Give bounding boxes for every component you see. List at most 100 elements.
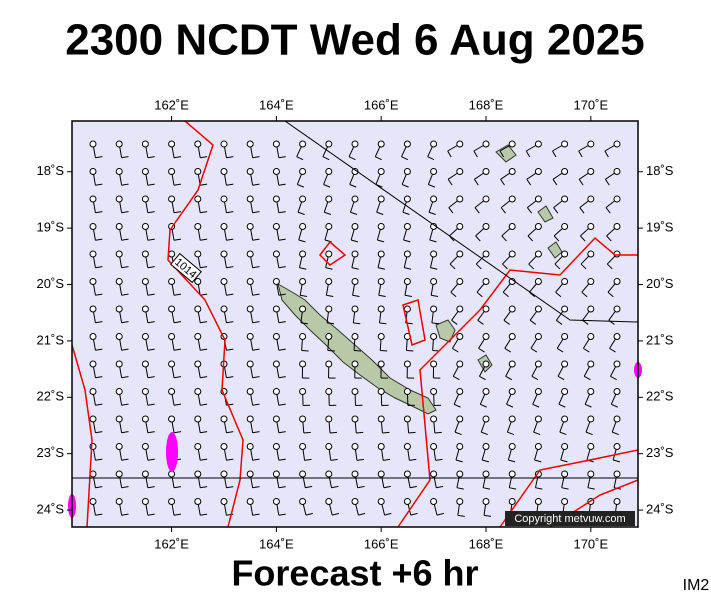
barb-station xyxy=(326,306,332,312)
barb-station xyxy=(169,306,175,312)
barb-station xyxy=(142,141,148,147)
barb-station xyxy=(142,279,148,285)
barb-station xyxy=(221,416,227,422)
barb-station xyxy=(614,444,620,450)
barb-station xyxy=(404,361,410,367)
barb-station xyxy=(273,334,279,340)
image-id: IM2 xyxy=(683,577,710,594)
barb-station xyxy=(326,389,332,395)
barb-station xyxy=(273,416,279,422)
barb-station xyxy=(457,141,463,147)
barb-station xyxy=(404,251,410,257)
barb-station xyxy=(90,389,96,395)
barb-station xyxy=(352,306,358,312)
barb-station xyxy=(116,196,122,202)
barb-station xyxy=(457,279,463,285)
barb-station xyxy=(378,499,384,505)
barb-station xyxy=(116,141,122,147)
barb-station xyxy=(273,306,279,312)
barb-station xyxy=(300,141,306,147)
barb-station xyxy=(509,169,515,175)
barb-station xyxy=(509,224,515,230)
barb-station xyxy=(247,416,253,422)
barb-station xyxy=(195,361,201,367)
barb-station xyxy=(588,169,594,175)
barb-station xyxy=(509,499,515,505)
barb-station xyxy=(326,279,332,285)
barb-station xyxy=(614,306,620,312)
barb-feather xyxy=(304,432,311,433)
barb-station xyxy=(221,471,227,477)
barb-station xyxy=(352,196,358,202)
barb-station xyxy=(588,471,594,477)
barb-station xyxy=(300,169,306,175)
barb-station xyxy=(352,416,358,422)
barb-station xyxy=(562,224,568,230)
barb-station xyxy=(457,169,463,175)
barb-station xyxy=(483,224,489,230)
barb-station xyxy=(562,279,568,285)
barb-station xyxy=(457,334,463,340)
barb-station xyxy=(247,306,253,312)
barb-station xyxy=(431,196,437,202)
barb-station xyxy=(300,279,306,285)
barb-station xyxy=(326,499,332,505)
lat-label: 24˚S xyxy=(646,502,674,517)
lat-label: 21˚S xyxy=(646,332,674,347)
barb-station xyxy=(614,224,620,230)
barb-station xyxy=(116,499,122,505)
barb-station xyxy=(535,224,541,230)
barb-station xyxy=(562,361,568,367)
barb-station xyxy=(273,169,279,175)
barb-station xyxy=(116,279,122,285)
barb-station xyxy=(326,361,332,367)
lon-label: 168˚E xyxy=(469,97,504,112)
barb-station xyxy=(116,334,122,340)
barb-station xyxy=(195,389,201,395)
barb-station xyxy=(142,169,148,175)
barb-station xyxy=(273,251,279,257)
barb-station xyxy=(378,141,384,147)
barb-station xyxy=(404,141,410,147)
barb-station xyxy=(221,169,227,175)
barb-station xyxy=(535,306,541,312)
barb-station xyxy=(535,334,541,340)
barb-station xyxy=(326,196,332,202)
barb-station xyxy=(378,306,384,312)
barb-station xyxy=(588,196,594,202)
barb-station xyxy=(562,251,568,257)
barb-station xyxy=(352,499,358,505)
barb-station xyxy=(247,169,253,175)
barb-station xyxy=(142,251,148,257)
barb-station xyxy=(483,169,489,175)
barb-station xyxy=(457,416,463,422)
barb-station xyxy=(483,389,489,395)
barb-station xyxy=(142,471,148,477)
barb-station xyxy=(90,279,96,285)
barb-station xyxy=(352,224,358,230)
barb-station xyxy=(457,224,463,230)
barb-station xyxy=(404,279,410,285)
barb-station xyxy=(300,499,306,505)
barb-station xyxy=(614,334,620,340)
barb-station xyxy=(483,471,489,477)
barb-station xyxy=(562,416,568,422)
barb-station xyxy=(116,389,122,395)
barb-station xyxy=(221,141,227,147)
barb-station xyxy=(483,334,489,340)
barb-station xyxy=(247,499,253,505)
barb-station xyxy=(614,471,620,477)
barb-station xyxy=(116,169,122,175)
barb-station xyxy=(483,306,489,312)
barb-station xyxy=(509,444,515,450)
barb-station xyxy=(169,499,175,505)
barb-station xyxy=(614,141,620,147)
barb-station xyxy=(247,141,253,147)
barb-station xyxy=(562,169,568,175)
lon-label: 164˚E xyxy=(259,97,294,112)
barb-feather xyxy=(330,432,337,433)
barb-station xyxy=(588,224,594,230)
barb-station xyxy=(588,416,594,422)
barb-station xyxy=(247,444,253,450)
barb-station xyxy=(457,389,463,395)
